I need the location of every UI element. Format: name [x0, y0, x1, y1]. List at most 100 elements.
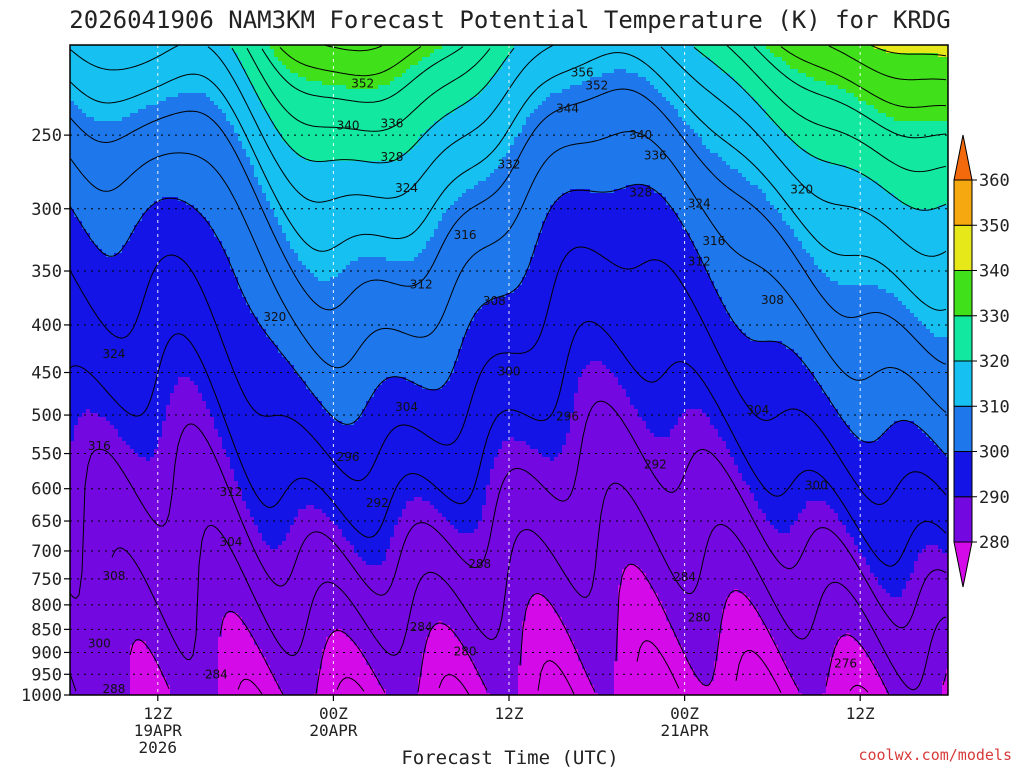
temperature-band-cell [390, 81, 395, 86]
temperature-band-cell [242, 77, 247, 82]
temperature-band-cell [362, 109, 367, 114]
temperature-band-cell [914, 85, 919, 90]
temperature-band-cell [182, 129, 187, 134]
temperature-band-cell [450, 101, 455, 106]
temperature-band-cell [770, 101, 775, 106]
temperature-band-cell [326, 57, 331, 62]
temperature-band-cell [358, 125, 363, 130]
temperature-band-cell [522, 89, 527, 94]
temperature-band-cell [582, 45, 587, 50]
temperature-band-cell [742, 85, 747, 90]
temperature-band-cell [806, 97, 811, 102]
temperature-band-cell [150, 121, 155, 126]
temperature-band-cell [282, 65, 287, 70]
temperature-band-cell [478, 113, 483, 118]
temperature-band-cell [242, 117, 247, 122]
temperature-band-cell [830, 121, 835, 126]
temperature-band-cell [850, 81, 855, 86]
temperature-band-cell [498, 57, 503, 62]
temperature-band-cell [366, 77, 371, 82]
temperature-band-cell [802, 61, 807, 66]
temperature-band-cell [78, 101, 83, 106]
temperature-band-cell [806, 49, 811, 54]
temperature-band-cell [162, 61, 167, 66]
temperature-band-cell [422, 109, 427, 114]
temperature-band-cell [678, 109, 683, 114]
temperature-band-cell [482, 65, 487, 70]
temperature-band-cell [890, 89, 895, 94]
temperature-band-cell [718, 109, 723, 114]
temperature-band-cell [390, 129, 395, 134]
temperature-band-cell [782, 97, 787, 102]
temperature-band-cell [646, 69, 651, 74]
temperature-band-cell [822, 93, 827, 98]
temperature-band-cell [486, 109, 491, 114]
temperature-band-cell [130, 93, 135, 98]
temperature-band-cell [802, 117, 807, 122]
temperature-band-cell [338, 105, 343, 110]
temperature-band-cell [802, 125, 807, 130]
temperature-band-cell [738, 113, 743, 118]
temperature-band-cell [270, 69, 275, 74]
temperature-band-cell [86, 101, 91, 106]
temperature-band-cell [534, 77, 539, 82]
temperature-band-cell [710, 97, 715, 102]
temperature-band-cell [662, 105, 667, 110]
temperature-band-cell [786, 73, 791, 78]
temperature-band-cell [238, 81, 243, 86]
temperature-band-cell [282, 45, 287, 50]
temperature-band-cell [210, 101, 215, 106]
temperature-band-cell [738, 45, 743, 50]
temperature-band-cell [402, 125, 407, 130]
temperature-band-cell [402, 93, 407, 98]
temperature-band-cell [126, 89, 131, 94]
temperature-band-cell [734, 125, 739, 130]
temperature-band-cell [574, 133, 579, 138]
temperature-band-cell [282, 57, 287, 62]
temperature-band-cell [654, 101, 659, 106]
temperature-band-cell [226, 49, 231, 54]
temperature-band-cell [234, 89, 239, 94]
temperature-band-cell [222, 113, 227, 118]
temperature-band-cell [766, 45, 771, 50]
temperature-band-cell [870, 69, 875, 74]
temperature-band-cell [450, 89, 455, 94]
temperature-band-cell [798, 121, 803, 126]
temperature-band-cell [166, 65, 171, 70]
temperature-band-cell [154, 101, 159, 106]
temperature-band-cell [374, 101, 379, 106]
temperature-band-cell [306, 53, 311, 58]
temperature-band-cell [678, 121, 683, 126]
temperature-band-cell [250, 81, 255, 86]
temperature-band-cell [282, 113, 287, 118]
temperature-band-cell [686, 53, 691, 58]
temperature-band-cell [854, 69, 859, 74]
temperature-band-cell [230, 49, 235, 54]
temperature-band-cell [882, 45, 887, 50]
temperature-band-cell [322, 105, 327, 110]
temperature-band-cell [322, 117, 327, 122]
temperature-band-cell [726, 57, 731, 62]
temperature-band-cell [898, 57, 903, 62]
temperature-band-cell [242, 133, 247, 138]
temperature-band-cell [802, 65, 807, 70]
temperature-band-cell [882, 65, 887, 70]
temperature-band-cell [178, 129, 183, 134]
temperature-band-cell [274, 45, 279, 50]
temperature-band-cell [606, 89, 611, 94]
temperature-band-cell [326, 113, 331, 118]
temperature-band-cell [906, 93, 911, 98]
temperature-band-cell [70, 121, 75, 126]
temperature-band-cell [578, 73, 583, 78]
temperature-band-cell [70, 69, 75, 74]
temperature-band-cell [410, 89, 415, 94]
temperature-band-cell [506, 77, 511, 82]
temperature-band-cell [890, 57, 895, 62]
temperature-band-cell [242, 81, 247, 86]
temperature-band-cell [842, 101, 847, 106]
temperature-band-cell [850, 45, 855, 50]
temperature-band-cell [630, 69, 635, 74]
temperature-band-cell [902, 89, 907, 94]
temperature-band-cell [766, 57, 771, 62]
temperature-band-cell [554, 65, 559, 70]
